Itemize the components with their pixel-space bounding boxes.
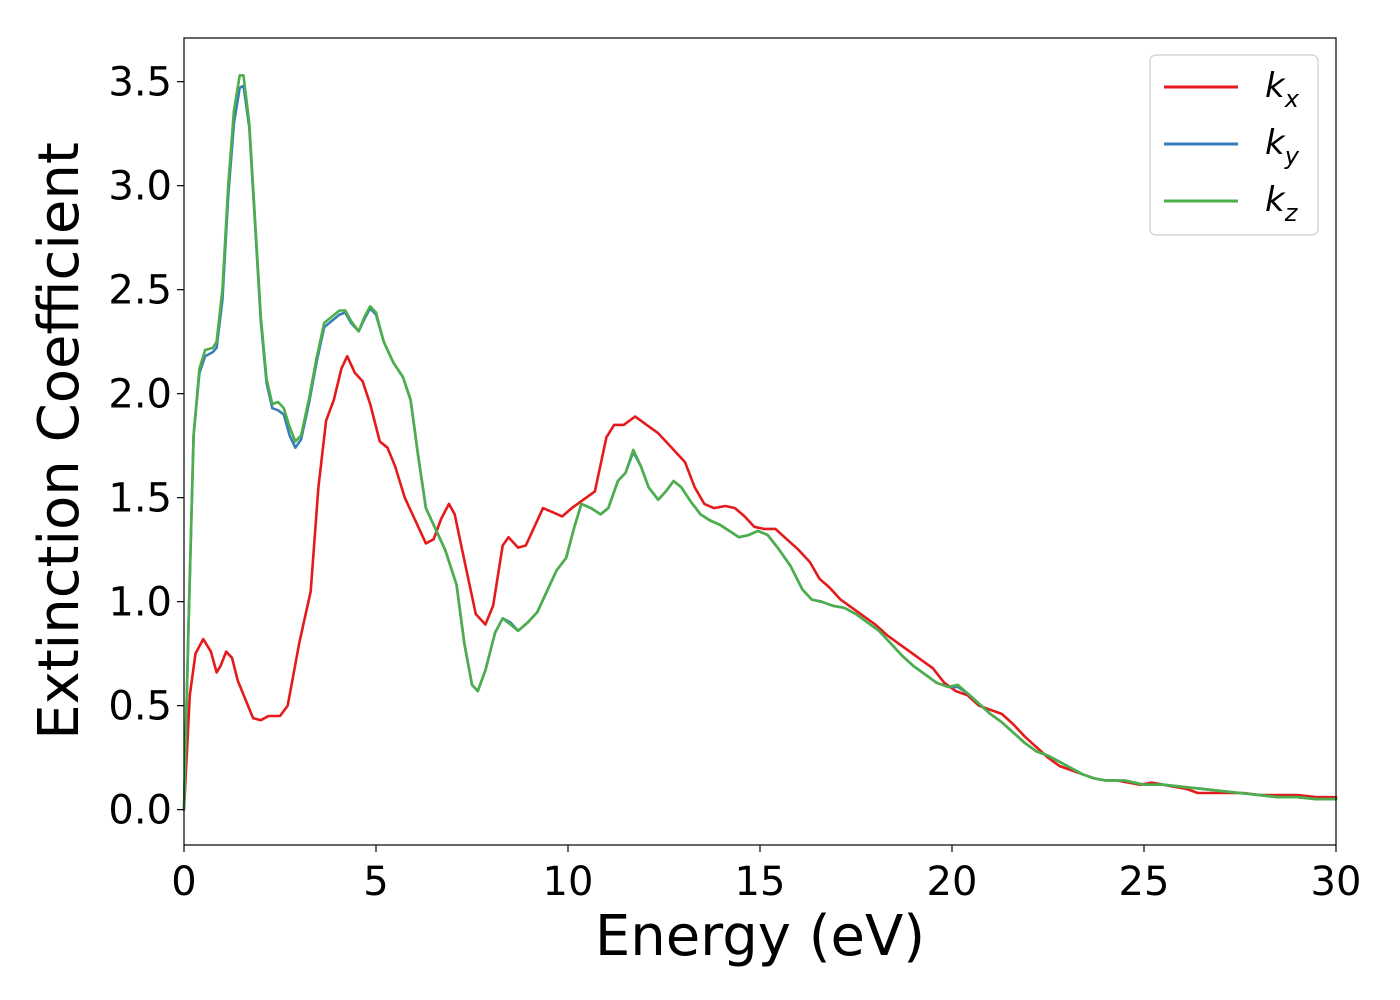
y-tick-label: 1.0	[108, 580, 172, 626]
x-tick-label: 20	[927, 859, 978, 905]
y-tick-label: 2.0	[108, 372, 172, 418]
y-axis: 0.0 0.5 1.0 1.5 2.0 2.5 3.0 3.5	[108, 60, 184, 834]
x-axis: 0 5 10 15 20 25 30	[171, 845, 1361, 905]
series-line-kx	[182, 354, 1338, 811]
x-tick-label: 30	[1311, 859, 1362, 905]
series-layer	[182, 74, 1338, 811]
x-tick-label: 25	[1119, 859, 1170, 905]
y-tick-label: 3.5	[108, 60, 172, 106]
series-line-kz	[182, 74, 1338, 811]
y-tick-label: 0.5	[108, 684, 172, 730]
y-axis-label: Extinction Coefficient	[27, 142, 92, 740]
y-tick-label: 0.0	[108, 788, 172, 834]
y-tick-label: 2.5	[108, 268, 172, 314]
x-axis-label: Energy (eV)	[595, 904, 925, 969]
x-tick-label: 0	[171, 859, 196, 905]
x-tick-label: 10	[543, 859, 594, 905]
x-tick-label: 5	[363, 859, 388, 905]
x-tick-label: 15	[735, 859, 786, 905]
y-tick-label: 3.0	[108, 164, 172, 210]
y-tick-label: 1.5	[108, 476, 172, 522]
